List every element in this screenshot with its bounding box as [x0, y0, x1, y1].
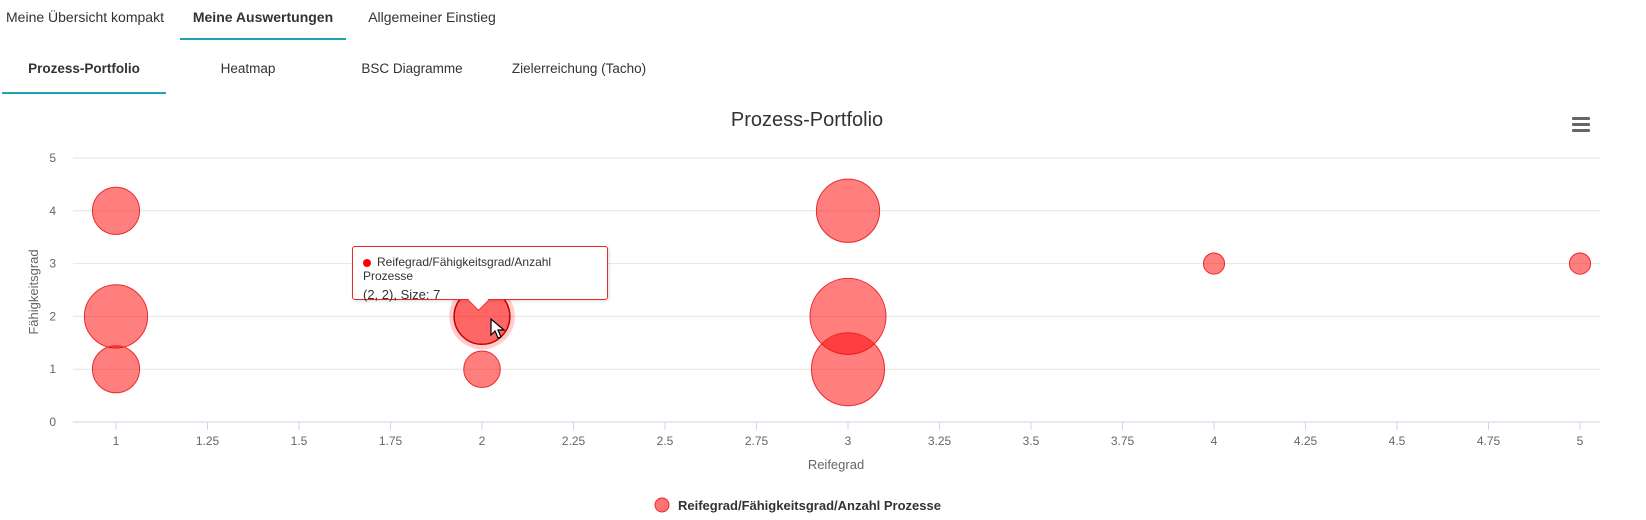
y-tick-label: 1: [49, 362, 56, 376]
y-tick-label: 4: [49, 204, 56, 218]
series-dot-icon: [363, 258, 371, 267]
bubble-point[interactable]: [1568, 252, 1592, 275]
tab-zielerreichung-tacho[interactable]: Zielerreichung (Tacho): [511, 61, 647, 76]
y-tick-label: 3: [49, 257, 56, 271]
tab-heatmap[interactable]: Heatmap: [220, 61, 276, 76]
y-tick-label: 0: [49, 415, 56, 429]
bubble-point[interactable]: [810, 332, 886, 407]
tab-meine-uebersicht-kompakt[interactable]: Meine Übersicht kompakt: [6, 9, 164, 25]
x-tick-label: 3: [845, 434, 852, 448]
x-tick-label: 2.25: [562, 434, 586, 448]
tab-prozess-portfolio[interactable]: Prozess-Portfolio: [2, 52, 166, 94]
y-axis-label: Fähigkeitsgrad: [26, 249, 41, 334]
y-tick-label: 5: [49, 151, 56, 165]
x-tick-label: 1.75: [379, 434, 403, 448]
x-tick-label: 3.75: [1111, 434, 1135, 448]
chart-title: Prozess-Portfolio: [731, 109, 883, 131]
x-tick-label: 4.25: [1294, 434, 1318, 448]
chart-tooltip: Reifegrad/Fähigkeitsgrad/Anzahl Prozesse…: [352, 246, 608, 312]
x-axis-label: Reifegrad: [808, 457, 864, 472]
main-tabs: Meine Übersicht kompakt Meine Auswertung…: [0, 0, 1646, 40]
tooltip-series-name: Reifegrad/Fähigkeitsgrad/Anzahl Prozesse: [363, 255, 552, 283]
tooltip-value: (2, 2), Size: 7: [363, 287, 441, 302]
bubble-point[interactable]: [1202, 252, 1226, 275]
x-tick-label: 2.75: [745, 434, 769, 448]
bubble-point[interactable]: [463, 350, 501, 388]
x-tick-label: 1: [113, 434, 120, 448]
bubble-point[interactable]: [83, 284, 149, 349]
x-tick-label: 3.5: [1023, 434, 1040, 448]
tab-allgemeiner-einstieg[interactable]: Allgemeiner Einstieg: [368, 9, 496, 25]
x-tick-label: 2: [479, 434, 486, 448]
x-tick-label: 4.75: [1477, 434, 1501, 448]
x-tick-label: 1.5: [291, 434, 308, 448]
sub-tabs: Prozess-Portfolio Heatmap BSC Diagramme …: [0, 52, 1646, 96]
x-axis-ticks: 1 1.25 1.5 1.75 2 2.25 2.5 2.75 3 3.25 3.5 3.75 4 4.2…: [113, 422, 1584, 448]
bubble-point[interactable]: [91, 186, 141, 235]
bubble-point[interactable]: [815, 178, 881, 243]
tab-meine-auswertungen[interactable]: Meine Auswertungen: [180, 0, 346, 40]
x-tick-label: 4.5: [1389, 434, 1406, 448]
legend-marker: [654, 497, 670, 513]
x-tick-label: 5: [1577, 434, 1584, 448]
x-tick-label: 4: [1211, 434, 1218, 448]
x-tick-label: 3.25: [928, 434, 952, 448]
y-tick-label: 2: [49, 309, 56, 323]
legend-label[interactable]: Reifegrad/Fähigkeitsgrad/Anzahl Prozesse: [678, 498, 941, 513]
mouse-cursor-icon: [490, 318, 506, 339]
bubble-point[interactable]: [91, 345, 141, 394]
y-axis-ticks: 0 1 2 3 4 5: [49, 151, 56, 429]
x-tick-label: 1.25: [196, 434, 220, 448]
tab-bsc-diagramme[interactable]: BSC Diagramme: [361, 61, 463, 76]
chart-menu-button[interactable]: [1570, 114, 1592, 134]
bubbles: [83, 178, 1592, 407]
bubble-chart: Prozess-Portfolio 0 1 2 3 4 5 1 1.25 1.5 1.75 2 2.…: [26, 109, 1600, 513]
x-tick-label: 2.5: [657, 434, 674, 448]
legend[interactable]: Reifegrad/Fähigkeitsgrad/Anzahl Prozesse: [654, 497, 941, 513]
